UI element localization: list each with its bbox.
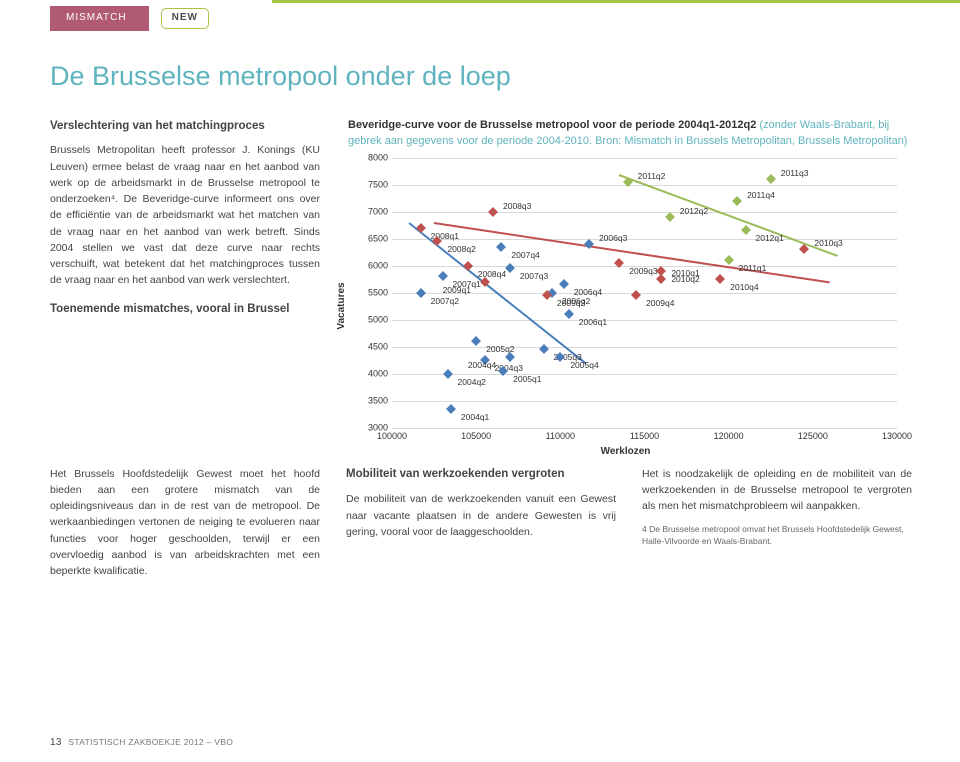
gridline — [392, 158, 897, 159]
data-point — [559, 279, 569, 289]
left-column: Verslechtering van het matchingproces Br… — [50, 118, 320, 456]
page-footer: 13 STATISTISCH ZAKBOEKJE 2012 – VBO — [50, 736, 233, 751]
lower-col-1: Het Brussels Hoofdstedelijk Gewest moet … — [50, 466, 320, 580]
data-label: 2008q3 — [503, 200, 531, 212]
data-label: 2009q4 — [646, 297, 674, 309]
data-label: 2012q2 — [680, 205, 708, 217]
gridline — [392, 347, 897, 348]
y-tick: 4500 — [354, 340, 388, 353]
page-number: 13 — [50, 737, 62, 748]
y-tick: 7000 — [354, 205, 388, 218]
x-tick: 100000 — [377, 430, 407, 443]
data-label: 2006q1 — [579, 316, 607, 328]
data-label: 2007q2 — [431, 295, 459, 307]
page-content: De Brusselse metropool onder de loep Ver… — [0, 31, 960, 580]
y-axis-label: Vacatures — [335, 282, 350, 329]
x-tick: 110000 — [546, 430, 575, 443]
accent-strip — [272, 0, 960, 3]
data-point — [496, 242, 506, 252]
data-label: 2004q2 — [458, 376, 486, 388]
section-heading-3: Mobiliteit van werkzoekenden vergroten — [346, 466, 616, 484]
data-label: 2011q3 — [781, 167, 809, 179]
gridline — [392, 428, 897, 429]
paragraph-2: Het Brussels Hoofdstedelijk Gewest moet … — [50, 468, 320, 578]
x-tick: 125000 — [798, 430, 828, 443]
lower-col-3: Het is noodzakelijk de opleiding en de m… — [642, 466, 912, 580]
data-label: 2010q3 — [814, 237, 842, 249]
data-label: 2010q4 — [730, 281, 758, 293]
y-tick: 3500 — [354, 394, 388, 407]
right-column: Beveridge-curve voor de Brusselse metrop… — [348, 118, 912, 456]
data-point — [732, 196, 742, 206]
data-label: 2011q2 — [638, 170, 666, 182]
y-tick: 6500 — [354, 232, 388, 245]
footnote: 4 De Brusselse metropool omvat het Bruss… — [642, 524, 912, 548]
chart-caption-bold: Beveridge-curve voor de Brusselse metrop… — [348, 119, 756, 131]
data-point — [446, 404, 456, 414]
data-label: 2004q4 — [468, 359, 496, 371]
data-point — [443, 369, 453, 379]
data-point — [766, 174, 776, 184]
chart-caption: Beveridge-curve voor de Brusselse metrop… — [348, 118, 912, 150]
gridline — [392, 374, 897, 375]
data-label: 2011q1 — [739, 262, 767, 274]
y-tick: 6000 — [354, 259, 388, 272]
data-label: 2011q4 — [747, 189, 775, 201]
data-point — [665, 212, 675, 222]
y-tick: 4000 — [354, 367, 388, 380]
data-label: 2012q1 — [756, 232, 784, 244]
gridline — [392, 212, 897, 213]
data-label: 2005q2 — [486, 343, 514, 355]
data-label: 2007q4 — [511, 249, 539, 261]
x-tick: 130000 — [882, 430, 912, 443]
data-point — [438, 271, 448, 281]
x-tick: 115000 — [630, 430, 659, 443]
data-point — [724, 255, 734, 265]
x-axis-label: Werklozen — [601, 445, 651, 460]
x-tick: 105000 — [461, 430, 491, 443]
gridline — [392, 401, 897, 402]
data-label: 2009q2 — [557, 297, 585, 309]
data-point — [741, 225, 751, 235]
data-point — [416, 288, 426, 298]
x-tick: 120000 — [714, 430, 744, 443]
gridline — [392, 320, 897, 321]
y-tick: 8000 — [354, 151, 388, 164]
y-tick: 5000 — [354, 313, 388, 326]
y-tick: 7500 — [354, 178, 388, 191]
paragraph-1: Brussels Metropolitan heeft professor J.… — [50, 142, 320, 288]
section-heading-1: Verslechtering van het matchingproces — [50, 118, 320, 135]
data-label: 2010q2 — [671, 273, 699, 285]
data-label: 2006q3 — [599, 232, 627, 244]
trend-line — [619, 174, 839, 257]
data-label: 2007q3 — [520, 270, 548, 282]
data-label: 2005q4 — [570, 359, 598, 371]
data-label: 2004q1 — [461, 411, 489, 423]
data-label: 2008q4 — [478, 268, 506, 280]
y-tick: 5500 — [354, 286, 388, 299]
section-heading-2: Toenemende mismatches, vooral in Brussel — [50, 301, 320, 318]
data-label: 2005q1 — [513, 373, 541, 385]
lower-col-2: Mobiliteit van werkzoekenden vergroten D… — [346, 466, 616, 580]
beveridge-chart: Vacatures Werklozen 30003500400045005000… — [348, 156, 903, 456]
lower-row: Het Brussels Hoofdstedelijk Gewest moet … — [50, 466, 912, 580]
upper-row: Verslechtering van het matchingproces Br… — [50, 118, 912, 456]
footer-text: STATISTISCH ZAKBOEKJE 2012 – VBO — [68, 737, 233, 747]
data-label: 2009q3 — [629, 265, 657, 277]
paragraph-4: Het is noodzakelijk de opleiding en de m… — [642, 468, 912, 513]
data-label: 2009q1 — [443, 284, 471, 296]
page-title: De Brusselse metropool onder de loep — [50, 57, 912, 96]
data-point — [471, 336, 481, 346]
paragraph-3: De mobiliteit van de werkzoekenden vanui… — [346, 493, 616, 538]
topbar: MISMATCH NEW — [0, 0, 960, 31]
new-badge: NEW — [161, 8, 209, 29]
data-label: 2008q2 — [447, 243, 475, 255]
category-tab: MISMATCH — [50, 6, 149, 31]
data-point — [488, 207, 498, 217]
plot-area: 3000350040004500500055006000650070007500… — [392, 158, 897, 428]
data-point — [564, 309, 574, 319]
data-point — [715, 274, 725, 284]
